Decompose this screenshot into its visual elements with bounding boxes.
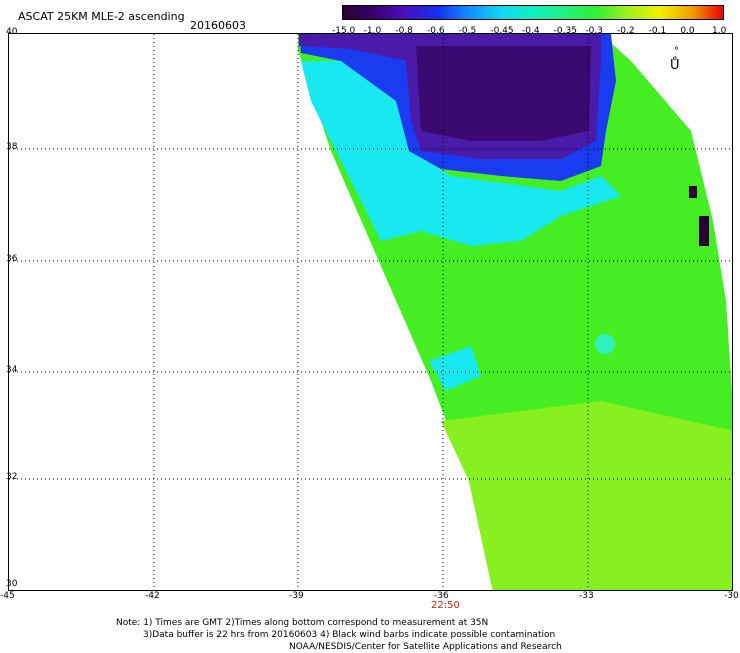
map-frame (8, 33, 733, 591)
swath-southern-field (441, 401, 732, 590)
swath-map (9, 34, 732, 590)
swath-cyan-patch (429, 346, 481, 391)
colorbar-tick-label: 0.0 (680, 26, 695, 36)
wind-barb-marker-2: Ů (670, 58, 680, 73)
longitude-label: -30 (724, 591, 739, 601)
swath-dark-core (416, 46, 591, 141)
colorbar-tick-label: -0.5 (458, 26, 477, 36)
colorbar-tick-label: -0.1 (648, 26, 667, 36)
footnotes: Note: 1) Times are GMT 2)Times along bot… (116, 617, 562, 653)
colorbar-tick-label: -0.3 (585, 26, 603, 36)
product-date: 20160603 (190, 19, 246, 32)
colorbar-tick-label: -0.4 (522, 26, 540, 36)
swath-edge-pixels-2 (689, 186, 697, 198)
colorbar-tick-label: -0.35 (553, 26, 577, 36)
latitude-label: 30 (6, 579, 18, 589)
longitude-label: -45 (0, 591, 15, 601)
pass-time-label: 22:50 (431, 600, 460, 611)
wind-barb-marker: ° (674, 46, 679, 57)
note-line-2: 3)Data buffer is 22 hrs from 20160603 4)… (143, 630, 556, 640)
longitude-label: -33 (579, 591, 594, 601)
longitude-label: -36 (434, 591, 449, 601)
colorbar-tick-label: 1.0 (712, 26, 727, 36)
longitude-label: -39 (289, 591, 304, 601)
longitude-label: -42 (145, 591, 160, 601)
colorbar-tick-label: -0.8 (395, 26, 413, 36)
note-line-1: Note: 1) Times are GMT 2)Times along bot… (116, 618, 489, 628)
latitude-label: 34 (6, 365, 18, 375)
latitude-label: 38 (6, 142, 18, 152)
product-title: ASCAT 25KM MLE-2 ascending (18, 10, 185, 23)
latitude-label: 40 (6, 27, 18, 37)
latitude-label: 36 (6, 254, 18, 264)
colorbar-tick-label: -15.0 (332, 26, 356, 36)
colorbar-tick-label: -1.0 (363, 26, 382, 36)
swath-cyan-spot (595, 334, 615, 354)
latitude-label: 32 (6, 472, 18, 482)
note-line-3: NOAA/NESDIS/Center for Satellite Applica… (289, 642, 562, 652)
colorbar (342, 5, 724, 20)
swath-edge-pixels (699, 216, 709, 246)
swath-cyan-band (301, 61, 621, 246)
colorbar-tick-label: -0.45 (490, 26, 514, 36)
colorbar-tick-label: -0.6 (427, 26, 445, 36)
colorbar-tick-label: -0.2 (617, 26, 635, 36)
